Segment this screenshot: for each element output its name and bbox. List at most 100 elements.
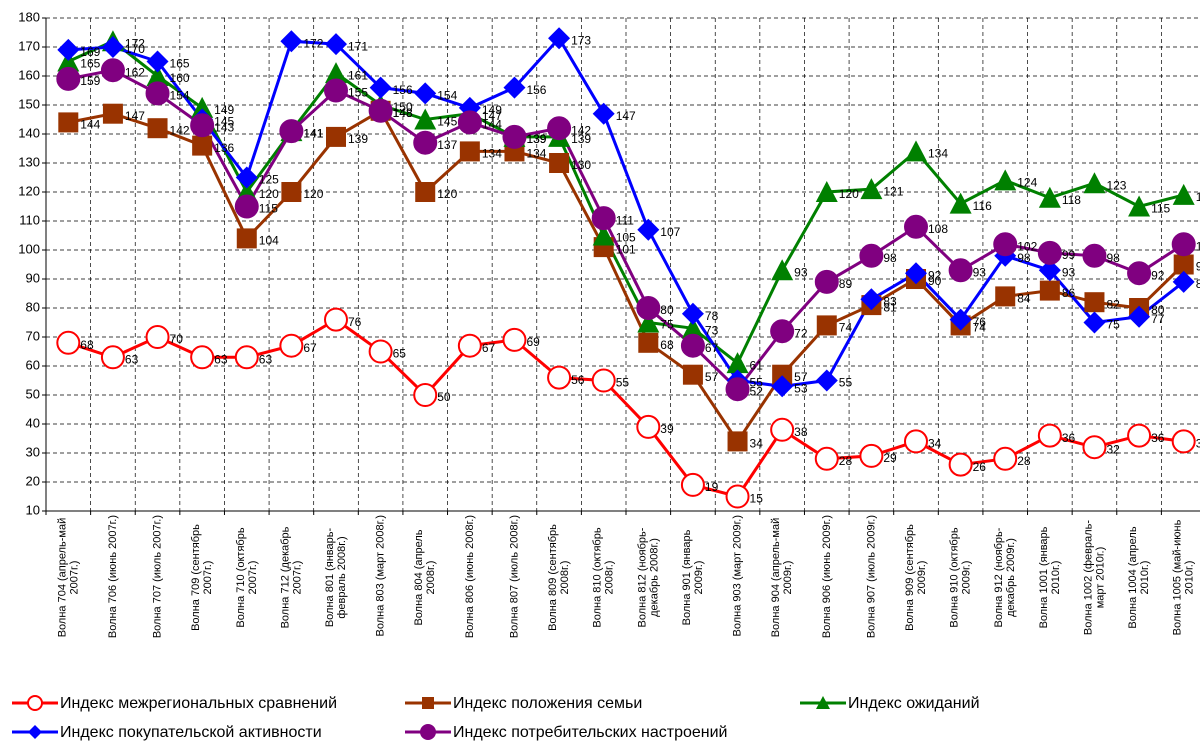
data-point xyxy=(815,369,838,392)
data-label: 92 xyxy=(928,268,942,282)
data-point xyxy=(279,333,304,358)
x-tick-label: Волна 1002 (февраль-март 2010г.) xyxy=(1082,519,1107,636)
x-tick-group: Волна 812 (ноябрь-декабрь 2008г.) xyxy=(636,528,660,628)
x-tick-label: Волна 706 (июнь 2007г.) xyxy=(106,515,119,639)
data-label: 80 xyxy=(660,303,674,317)
data-label: 36 xyxy=(1151,431,1165,445)
x-tick-group: Волна 704 (апрель-май 2007г.) xyxy=(56,517,81,638)
data-label: 149 xyxy=(214,103,234,117)
data-point xyxy=(413,130,438,155)
data-label: 115 xyxy=(1151,202,1170,216)
data-label: 173 xyxy=(571,33,591,47)
data-point xyxy=(1171,232,1196,257)
x-tick-label: Волна 807 (июль 2008г.) xyxy=(508,515,521,639)
legend-marker xyxy=(420,724,436,740)
data-point xyxy=(680,333,705,358)
x-tick-group: Волна 801 (январь-февраль 2008г.) xyxy=(324,528,348,627)
legend-marker xyxy=(28,725,42,739)
data-point xyxy=(1173,254,1194,275)
legend-label: Индекс ожиданий xyxy=(848,695,980,712)
data-point xyxy=(637,311,660,333)
x-tick-label: Волна 909 (сентябрь 2009г.) xyxy=(904,524,928,631)
data-label: 142 xyxy=(170,123,190,137)
data-label: 141 xyxy=(303,126,323,140)
data-point xyxy=(636,296,661,320)
data-label: 74 xyxy=(973,321,987,335)
data-label: 102 xyxy=(1196,239,1200,253)
data-point xyxy=(413,383,438,407)
data-point xyxy=(680,472,705,497)
legend-marker xyxy=(816,696,830,709)
data-point xyxy=(190,113,215,138)
y-tick-label: 160 xyxy=(18,67,40,82)
data-label: 139 xyxy=(571,132,591,146)
data-point xyxy=(457,110,482,135)
data-label: 75 xyxy=(1106,318,1120,332)
data-point xyxy=(814,269,839,294)
data-label: 76 xyxy=(973,315,987,329)
data-label: 93 xyxy=(794,265,808,279)
data-label: 123 xyxy=(1106,178,1126,192)
data-point xyxy=(414,82,437,105)
x-tick-label: Волна 704 (апрель-май 2007г.) xyxy=(56,517,81,638)
data-point xyxy=(57,50,80,72)
series-line xyxy=(68,35,1185,388)
data-point xyxy=(415,182,436,202)
data-point xyxy=(636,414,661,439)
data-point xyxy=(235,166,258,189)
legend-label: Индекс положения семьи xyxy=(453,695,642,712)
x-tick-label: Волна 804 (апрель 2008г.) xyxy=(413,529,438,626)
data-label: 170 xyxy=(125,42,145,56)
data-point xyxy=(1127,423,1152,448)
data-point xyxy=(994,169,1017,191)
data-label: 83 xyxy=(883,294,897,308)
y-tick-label: 90 xyxy=(26,270,40,285)
x-tick-label: Волна 906 (июнь 2009г.) xyxy=(820,515,833,639)
data-point xyxy=(234,194,259,219)
data-label: 72 xyxy=(794,326,808,340)
x-tick-box: Волна 907 (июль 2009г.) xyxy=(865,515,877,638)
data-label: 134 xyxy=(928,147,948,161)
data-point xyxy=(993,232,1018,257)
x-tick-group: Волна 909 (сентябрь 2009г.) xyxy=(904,524,928,631)
data-label: 139 xyxy=(348,132,368,146)
data-label: 56 xyxy=(571,373,585,387)
data-label: 101 xyxy=(616,242,636,256)
x-tick-group: Волна 903 (март 2009г.) xyxy=(732,515,744,636)
data-label: 93 xyxy=(973,265,987,279)
data-point xyxy=(549,153,570,173)
y-tick-label: 180 xyxy=(18,9,40,24)
data-label: 119 xyxy=(1196,190,1200,204)
data-label: 120 xyxy=(259,187,279,201)
data-label: 67 xyxy=(303,341,317,355)
data-label: 156 xyxy=(526,83,546,97)
legend-label: Индекс покупательской активности xyxy=(60,724,322,741)
x-tick-box: Волна 906 (июнь 2009г.) xyxy=(820,515,833,639)
x-tick-group: Волна 904 (апрель-май 2009г.) xyxy=(770,517,795,638)
data-label: 154 xyxy=(170,89,190,103)
data-point xyxy=(949,192,972,214)
data-label: 116 xyxy=(973,199,992,213)
x-tick-label: Волна 707 (июль 2007г.) xyxy=(151,515,164,639)
data-label: 148 xyxy=(393,106,413,120)
x-tick-label: Волна 1001 (январь 2010г.) xyxy=(1037,526,1062,629)
data-point xyxy=(502,327,527,352)
x-tick-box: Волна 712 (декабрь 2007г.) xyxy=(279,527,303,629)
data-label: 115 xyxy=(259,202,278,216)
data-point xyxy=(147,118,168,139)
data-label: 36 xyxy=(1062,431,1076,445)
x-tick-box: Волна 910 (октябрь 2009г.) xyxy=(949,527,973,627)
data-point xyxy=(236,228,257,249)
data-label: 148 xyxy=(393,106,413,120)
data-label: 134 xyxy=(526,147,546,161)
x-tick-label: Волна 904 (апрель-май 2009г.) xyxy=(770,517,795,638)
x-tick-group: Волна 804 (апрель 2008г.) xyxy=(413,529,438,626)
x-tick-group: Волна 709 (сентябрь 2007г.) xyxy=(190,524,214,631)
y-tick-label: 120 xyxy=(18,183,40,198)
y-tick-label: 60 xyxy=(26,357,40,372)
data-point xyxy=(1038,259,1061,282)
data-label: 99 xyxy=(1062,248,1076,262)
data-label: 93 xyxy=(1062,265,1076,279)
data-point xyxy=(904,214,928,239)
data-label: 80 xyxy=(1151,303,1165,317)
